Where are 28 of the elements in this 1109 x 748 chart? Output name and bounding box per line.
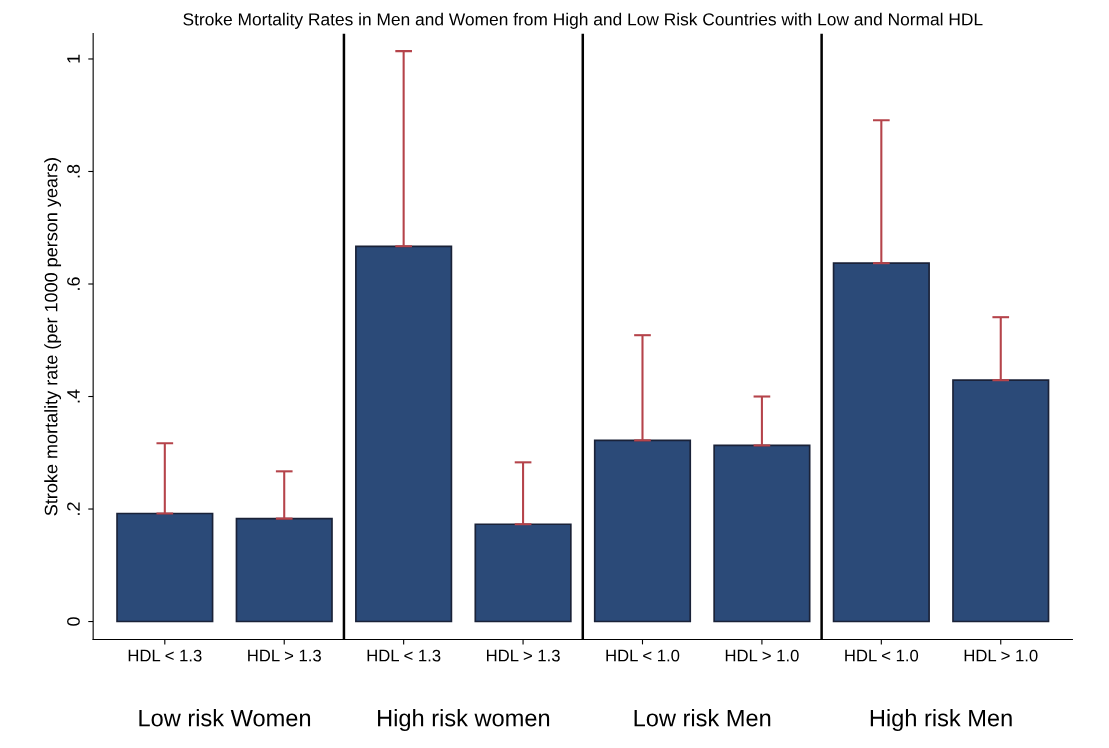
x-tick-label: HDL < 1.3 [367, 649, 441, 662]
y-tick-label: .4 [67, 389, 80, 403]
text: High risk women [378, 709, 550, 732]
y-tick-label: .8 [67, 164, 80, 178]
text: Low risk Men [634, 709, 771, 727]
x-tick-label: HDL > 1.3 [248, 649, 321, 662]
x-tick-label: HDL > 1.3 [487, 649, 560, 662]
y-tick-label: 0 [67, 617, 80, 626]
y-tick-label: 1 [67, 54, 80, 63]
x-tick-label: HDL > 1.0 [964, 649, 1038, 662]
bar [832, 262, 930, 623]
bar [355, 245, 453, 623]
x-tick-label: HDL < 1.3 [128, 649, 202, 662]
x-tick-label: HDL > 1.0 [725, 649, 799, 662]
x-tick-label: HDL < 1.0 [606, 649, 680, 662]
text: High risk Men [870, 709, 1012, 732]
y-tick-label: .2 [67, 502, 80, 515]
y-tick-label: .6 [67, 277, 80, 290]
bar [116, 512, 214, 623]
bar [952, 379, 1050, 623]
y-axis-title: Stroke mortality rate (per 1000 person years) [44, 158, 62, 516]
bar [593, 439, 692, 623]
text: Low risk Women [139, 709, 311, 727]
x-tick-label: HDL < 1.0 [845, 649, 919, 662]
bar [713, 444, 811, 623]
bar [474, 523, 572, 623]
bar [235, 517, 333, 623]
chart-title: Stroke Mortality Rates in Men and Women from High and Low Risk Countries with Low and Normal HDL [183, 12, 983, 29]
